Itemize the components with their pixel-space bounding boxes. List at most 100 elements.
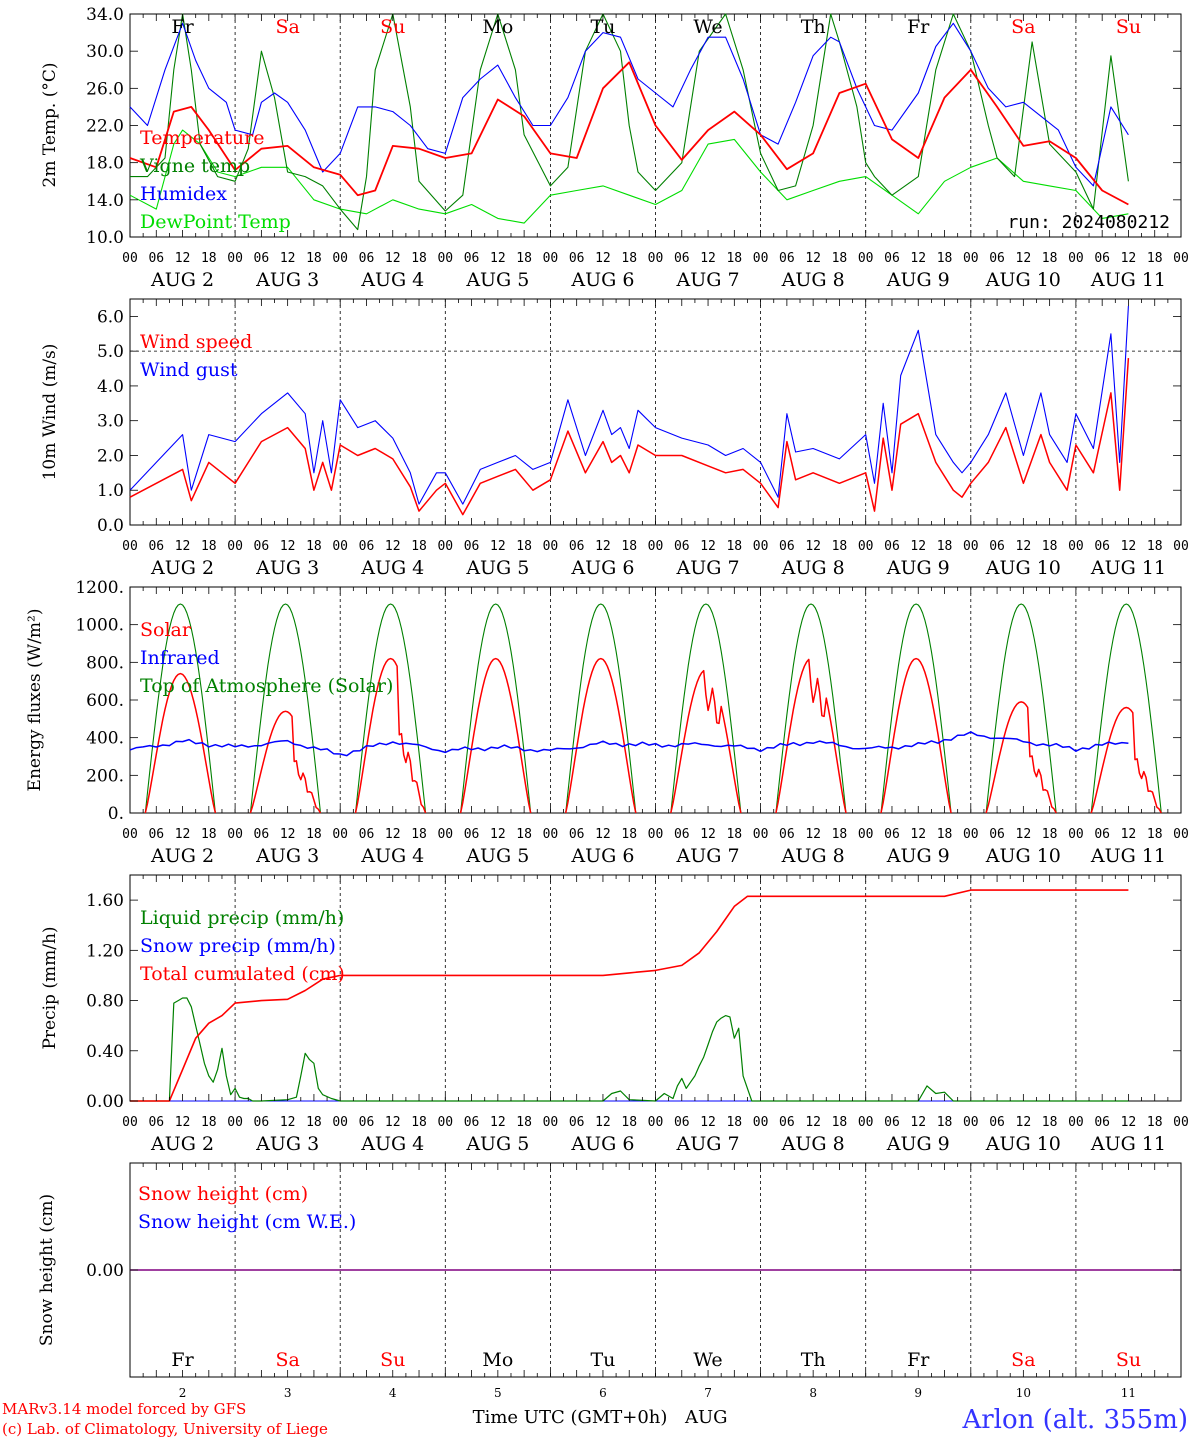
infrared-line xyxy=(129,731,1129,757)
hour-label: 18 xyxy=(201,827,217,842)
wind-day-dividers xyxy=(234,299,1077,525)
date-label: AUG 11 xyxy=(1090,1133,1166,1155)
day-names-top: Fr Sa Su Mo Tu We Th Fr Sa Su xyxy=(171,16,1141,38)
hour-label: 06 xyxy=(989,1115,1005,1130)
hour-label: 06 xyxy=(674,251,690,266)
hour-label: 00 xyxy=(543,251,559,266)
hour-label: 06 xyxy=(569,251,585,266)
hour-label: 18 xyxy=(201,251,217,266)
hour-label: 06 xyxy=(569,1115,585,1130)
hour-label: 06 xyxy=(148,827,164,842)
hour-label: 18 xyxy=(306,1115,322,1130)
hour-label: 00 xyxy=(227,539,243,554)
hour-label: 18 xyxy=(937,251,953,266)
hour-label: 12 xyxy=(805,251,821,266)
energy-day-dividers xyxy=(234,587,1077,813)
hour-label: 06 xyxy=(884,539,900,554)
precip-ticks: 0.00 0.40 0.80 1.20 1.60 00 06 12 18 00 06 12 18 00 06… xyxy=(86,875,1189,1155)
hour-label: 12 xyxy=(700,1115,716,1130)
hour-label: 12 xyxy=(1016,1115,1032,1130)
solar-line xyxy=(880,657,952,814)
hour-label: 06 xyxy=(148,1115,164,1130)
hour-label: 12 xyxy=(595,1115,611,1130)
date-label: AUG 7 xyxy=(676,1133,740,1155)
legend-infrared: Infrared xyxy=(140,647,220,669)
hour-label: 06 xyxy=(1094,251,1110,266)
day-name-top: Tu xyxy=(590,16,615,38)
date-label: AUG 10 xyxy=(985,557,1061,579)
precip-panel: 0.00 0.40 0.80 1.20 1.60 00 06 12 18 00 06 12 18 00 06… xyxy=(40,874,1189,1155)
y-tick-label: 1.0 xyxy=(97,481,124,501)
hour-label: 06 xyxy=(884,251,900,266)
wind-ticks: 0.0 1.0 2.0 3.0 4.0 5.0 6.0 00 06 12 18 00 06 12 18 00 0… xyxy=(97,299,1189,579)
toa-solar-line xyxy=(670,603,742,814)
date-label: AUG 7 xyxy=(676,269,740,291)
hour-label: 18 xyxy=(411,827,427,842)
hour-label: 12 xyxy=(595,827,611,842)
legend-toa-solar: Top of Atmosphere (Solar) xyxy=(140,675,393,697)
y-tick-label: 10.0 xyxy=(86,228,124,248)
hour-label: 18 xyxy=(1147,539,1163,554)
hour-label: 00 xyxy=(753,539,769,554)
hour-label: 00 xyxy=(858,1115,874,1130)
y-tick-label: 0.00 xyxy=(86,1261,124,1281)
legend-vigne-temp: Vigne temp xyxy=(139,155,250,177)
date-label: AUG 4 xyxy=(360,269,424,291)
date-label: AUG 4 xyxy=(360,557,424,579)
hour-label: 00 xyxy=(1068,251,1084,266)
legend-wind-speed: Wind speed xyxy=(140,331,252,353)
hour-label: 12 xyxy=(175,251,191,266)
y-tick-label: 2.0 xyxy=(97,446,124,466)
hour-label: 12 xyxy=(385,251,401,266)
y-tick-label: 1.20 xyxy=(86,941,124,961)
y-tick-label: 0.80 xyxy=(86,992,124,1012)
hour-label: 12 xyxy=(1121,251,1137,266)
legend-total-cumulated: Total cumulated (cm) xyxy=(140,963,345,985)
toa-solar-line xyxy=(1090,603,1162,814)
y-tick-label: 400. xyxy=(86,729,124,749)
hour-label: 12 xyxy=(805,827,821,842)
hour-label: 12 xyxy=(490,251,506,266)
day-number: 6 xyxy=(599,1386,607,1400)
toa-solar-line xyxy=(880,603,952,814)
hour-label: 12 xyxy=(490,539,506,554)
solar-line xyxy=(459,657,532,814)
hour-label: 18 xyxy=(516,1115,532,1130)
day-name-bottom: Th xyxy=(801,1349,826,1371)
hour-label: 00 xyxy=(332,539,348,554)
date-label: AUG 3 xyxy=(255,1133,319,1155)
y-tick-label: 18.0 xyxy=(86,154,124,174)
station-label: Arlon (alt. 355m) xyxy=(961,1405,1188,1435)
hour-label: 00 xyxy=(122,251,138,266)
hour-label: 00 xyxy=(227,1115,243,1130)
date-label: AUG 8 xyxy=(781,269,845,291)
hour-label: 00 xyxy=(648,539,664,554)
hour-label: 18 xyxy=(832,539,848,554)
date-label: AUG 2 xyxy=(150,557,214,579)
hour-label: 06 xyxy=(884,1115,900,1130)
y-tick-label: 6.0 xyxy=(97,307,124,327)
hour-label: 12 xyxy=(595,539,611,554)
hour-label: 06 xyxy=(254,1115,270,1130)
solar-line xyxy=(985,701,1057,814)
hour-label: 00 xyxy=(648,827,664,842)
hour-label: 18 xyxy=(937,539,953,554)
y-tick-label: 14.0 xyxy=(86,191,124,211)
hour-label: 18 xyxy=(937,827,953,842)
temperature-line xyxy=(129,61,1129,206)
hour-label: 12 xyxy=(280,539,296,554)
day-name-bottom: Tu xyxy=(590,1349,615,1371)
hour-label: 12 xyxy=(280,1115,296,1130)
day-name-top: Fr xyxy=(907,16,930,38)
date-label: AUG 10 xyxy=(985,1133,1061,1155)
hour-label: 06 xyxy=(779,251,795,266)
day-name-bottom: Fr xyxy=(907,1349,930,1371)
hour-label: 12 xyxy=(1121,1115,1137,1130)
y-tick-label: 0.40 xyxy=(86,1042,124,1062)
hour-label: 06 xyxy=(779,1115,795,1130)
hour-label: 18 xyxy=(621,1115,637,1130)
hour-label: 00 xyxy=(963,539,979,554)
toa-solar-line xyxy=(460,603,532,814)
energy-ylabel: Energy fluxes (W/m²) xyxy=(25,609,45,792)
wind-gust-line xyxy=(129,305,1129,505)
